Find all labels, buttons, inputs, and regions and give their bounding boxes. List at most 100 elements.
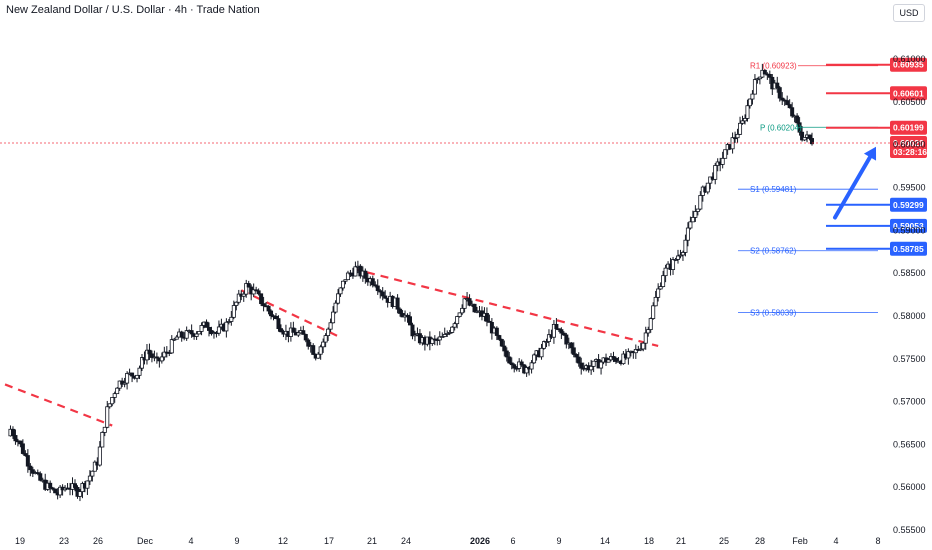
time-tick-label: 2026 bbox=[470, 536, 490, 546]
candle-body bbox=[462, 298, 467, 309]
support-level-price-label: 0.59053 bbox=[893, 221, 924, 231]
candle-body bbox=[226, 321, 231, 323]
candle-body bbox=[194, 333, 199, 337]
candle-body bbox=[328, 322, 333, 330]
candle-body bbox=[254, 289, 259, 292]
candle-body bbox=[35, 472, 40, 475]
candle-body bbox=[690, 217, 695, 223]
candle-body bbox=[147, 349, 152, 355]
candle-body bbox=[447, 332, 452, 334]
candle-body bbox=[440, 336, 445, 338]
candle-body bbox=[306, 339, 311, 347]
candle-body bbox=[85, 480, 90, 489]
candle-body bbox=[708, 176, 713, 184]
time-tick-label: 9 bbox=[556, 536, 561, 546]
candle-body bbox=[370, 278, 375, 286]
candle-body bbox=[172, 338, 177, 341]
price-tick-label: 0.60000 bbox=[893, 140, 926, 150]
candle-body bbox=[77, 491, 82, 497]
candle-body bbox=[318, 346, 323, 355]
candle-body bbox=[261, 303, 266, 307]
candle-body bbox=[512, 364, 517, 369]
candle-body bbox=[795, 115, 800, 124]
candle-body bbox=[115, 387, 120, 395]
candle-body bbox=[810, 138, 815, 145]
candle-body bbox=[519, 361, 524, 366]
trendlines bbox=[4, 267, 659, 427]
trendline bbox=[353, 267, 659, 347]
currency-selector[interactable]: USD bbox=[893, 4, 925, 22]
candle-body bbox=[159, 356, 164, 362]
time-axis[interactable]: 19 23 26 Dec 4 9 12 17 21 24 2026 6 9 14 18 21 25 28 Feb 4 8 bbox=[15, 536, 881, 546]
candle-body bbox=[556, 328, 561, 331]
resistance-level-price-label: 0.60601 bbox=[893, 88, 924, 98]
candle-body bbox=[790, 107, 795, 117]
trendline bbox=[240, 289, 341, 339]
time-tick-label: 19 bbox=[15, 536, 25, 546]
candle-body bbox=[269, 310, 274, 317]
candle-body bbox=[546, 334, 551, 342]
candle-body bbox=[321, 341, 326, 348]
candle-body bbox=[130, 372, 135, 377]
candle-body bbox=[407, 316, 412, 326]
candle-body bbox=[777, 87, 782, 99]
candle-body bbox=[340, 280, 345, 289]
current-price-badge bbox=[890, 136, 927, 159]
candle-body bbox=[745, 105, 750, 119]
candle-body bbox=[589, 365, 594, 371]
candle-body bbox=[398, 308, 403, 314]
candle-body bbox=[102, 426, 107, 433]
candle-body bbox=[502, 345, 507, 352]
candle-body bbox=[58, 486, 63, 496]
candle-body bbox=[656, 288, 661, 298]
candle-body bbox=[174, 336, 179, 340]
candle-body bbox=[705, 182, 710, 193]
candle-body bbox=[529, 362, 534, 370]
candle-body bbox=[787, 104, 792, 109]
candle-body bbox=[747, 98, 752, 107]
candle-body bbox=[611, 356, 616, 359]
candle-body bbox=[353, 266, 358, 277]
candle-body bbox=[599, 361, 604, 369]
time-tick-label: 28 bbox=[755, 536, 765, 546]
candle-body bbox=[467, 298, 472, 306]
candle-body bbox=[276, 318, 281, 329]
candle-body bbox=[291, 327, 296, 333]
time-tick-label: 6 bbox=[510, 536, 515, 546]
price-tick-label: 0.56500 bbox=[893, 439, 926, 449]
candle-body bbox=[179, 331, 184, 338]
candle-body bbox=[651, 305, 656, 319]
candle-body bbox=[564, 334, 569, 345]
candle-body bbox=[680, 252, 685, 256]
candle-body bbox=[231, 305, 236, 318]
time-tick-label: Feb bbox=[792, 536, 808, 546]
candle-body bbox=[25, 455, 30, 467]
resistance-level-price-label: 0.60935 bbox=[893, 60, 924, 70]
candle-body bbox=[107, 403, 112, 408]
candle-body bbox=[209, 330, 214, 335]
trendline bbox=[4, 383, 113, 427]
candles bbox=[8, 63, 815, 502]
candle-body bbox=[234, 301, 239, 306]
candle-body bbox=[363, 270, 368, 279]
candle-body bbox=[110, 397, 115, 405]
candle-body bbox=[658, 286, 663, 290]
candle-body bbox=[762, 69, 767, 75]
arrow-shaft bbox=[833, 155, 872, 220]
candle-body bbox=[273, 315, 278, 319]
time-tick-label: 18 bbox=[644, 536, 654, 546]
candle-body bbox=[112, 393, 117, 398]
time-tick-label: 24 bbox=[401, 536, 411, 546]
price-axis[interactable]: 0.61000 0.60500 0.60000 0.59500 0.59000 0.585… bbox=[893, 54, 926, 535]
candle-body bbox=[452, 323, 457, 328]
candle-body bbox=[343, 279, 348, 282]
candle-body bbox=[383, 295, 388, 299]
candle-body bbox=[504, 350, 509, 358]
time-tick-label: 4 bbox=[188, 536, 193, 546]
price-tick-label: 0.57500 bbox=[893, 354, 926, 364]
price-tick-label: 0.57000 bbox=[893, 397, 926, 407]
candle-body bbox=[688, 221, 693, 229]
candle-body bbox=[775, 82, 780, 88]
candle-body bbox=[105, 406, 110, 428]
